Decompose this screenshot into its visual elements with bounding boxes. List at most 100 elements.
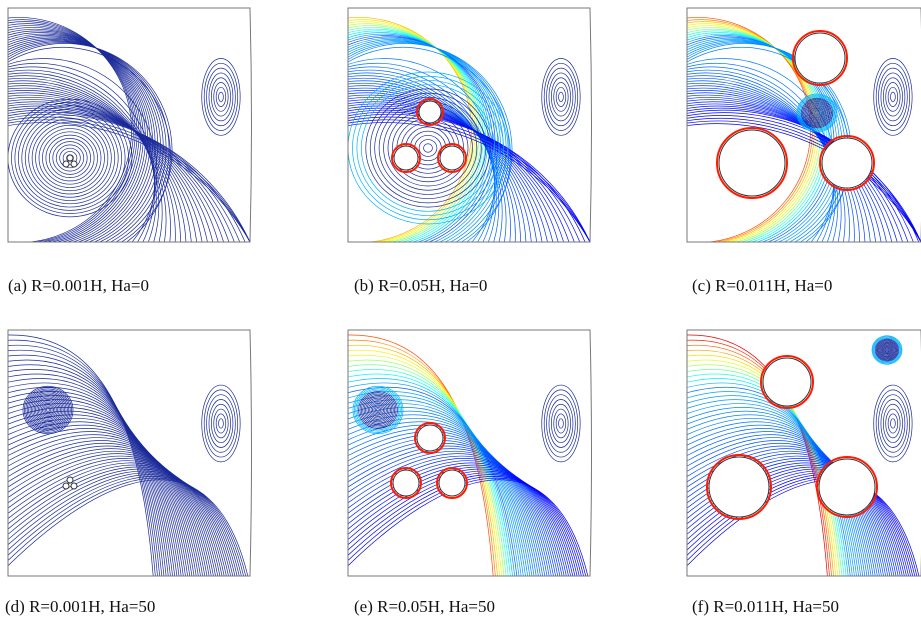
cavity-wall (347, 329, 592, 577)
vortex-line (29, 392, 67, 428)
vortex-line (877, 340, 897, 360)
vortex-line (33, 396, 63, 424)
panel (347, 329, 592, 577)
vortex-line (352, 75, 504, 221)
streamline (348, 25, 480, 242)
streamline (8, 428, 201, 576)
streamline (687, 42, 849, 242)
streamline (8, 440, 210, 576)
corner-vortex (213, 408, 229, 439)
streamline (8, 36, 156, 242)
vortex-line (369, 92, 487, 204)
streamline (8, 17, 132, 242)
streamline (348, 66, 496, 242)
streamline (348, 445, 554, 576)
streamline (348, 458, 565, 576)
corner-vortex (211, 77, 231, 117)
vortex-line (808, 105, 826, 121)
streamline (8, 77, 167, 242)
streamline (8, 453, 221, 576)
vortex-line (806, 103, 828, 123)
vortex-line (348, 71, 509, 225)
panel (686, 7, 921, 243)
vortex-line (26, 389, 70, 431)
vortex-line (28, 391, 68, 429)
cylinder (62, 160, 70, 168)
panel (347, 7, 592, 243)
streamline (687, 120, 921, 242)
streamline (8, 42, 170, 242)
cylinder-halo (437, 143, 467, 173)
vortex-line (796, 93, 838, 133)
corner-vortex (880, 399, 906, 448)
streamlines (8, 17, 250, 242)
vortex-line (799, 96, 835, 130)
streamline (8, 448, 216, 576)
streamline (348, 43, 513, 242)
corner-vortex (873, 384, 913, 463)
streamline (348, 116, 590, 242)
streamline (348, 113, 590, 242)
corner-vortex (875, 62, 911, 131)
cavity-wall (7, 7, 252, 243)
vortex-line (376, 408, 380, 412)
vortex-line (360, 393, 396, 427)
vortex-line (45, 134, 95, 182)
vortex-line (372, 404, 384, 416)
streamline (348, 62, 495, 242)
vortex-line (24, 115, 116, 201)
streamline (8, 399, 184, 576)
vortex-line (873, 336, 901, 364)
vortex-line (871, 335, 903, 365)
streamline (348, 75, 503, 242)
streamline (687, 407, 862, 576)
streamline (687, 66, 835, 242)
vortex-line (365, 88, 491, 208)
streamline (8, 477, 247, 576)
streamline (8, 33, 151, 242)
streamline (687, 434, 878, 576)
streamline (687, 37, 838, 242)
corner-vortex (206, 394, 236, 453)
streamline (8, 30, 146, 242)
streamline (687, 417, 868, 576)
streamline (348, 453, 561, 576)
streamline (8, 122, 250, 242)
streamline (687, 386, 851, 576)
corner-vortex (887, 413, 899, 434)
streamlines (348, 334, 589, 576)
streamline (8, 479, 249, 576)
cylinder (392, 469, 420, 497)
streamline (348, 424, 539, 576)
streamline (687, 399, 857, 576)
streamline (8, 35, 153, 242)
streamline (348, 40, 504, 242)
streamline (687, 117, 921, 242)
streamline (348, 41, 507, 242)
streamline (348, 33, 491, 242)
vortex-line (805, 102, 829, 124)
streamline (8, 434, 206, 576)
vortex-line (52, 141, 88, 175)
vortex-line (21, 111, 119, 205)
cavity-wall (347, 7, 592, 243)
vortex-line (374, 96, 482, 200)
vortex-line (48, 138, 92, 178)
streamline (687, 21, 815, 242)
streamline (348, 428, 541, 576)
corner-vortex (546, 67, 576, 127)
streamline (687, 410, 864, 576)
corner-vortex (213, 82, 229, 112)
streamline (8, 111, 246, 242)
corner-vortex (882, 403, 903, 444)
corner-vortex (880, 72, 906, 122)
corner-vortex (885, 82, 901, 112)
streamline (687, 77, 846, 242)
vortex-line (42, 404, 54, 416)
streamline (8, 417, 195, 576)
vortex-line (43, 405, 53, 415)
vortex-line (358, 391, 398, 429)
streamline (348, 479, 589, 576)
cylinder-halo (416, 98, 444, 126)
cylinder (718, 129, 786, 197)
